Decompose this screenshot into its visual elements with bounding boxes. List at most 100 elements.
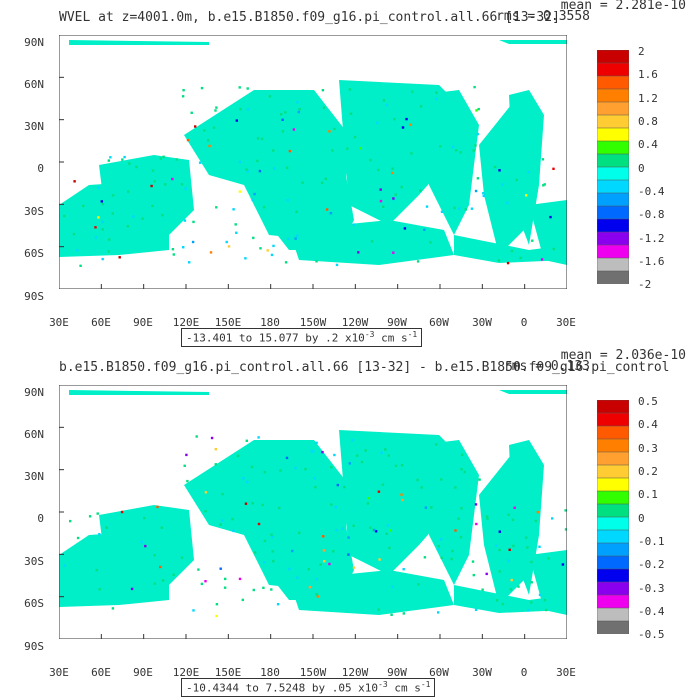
anomaly-cell xyxy=(498,548,501,552)
colorbar-swatch xyxy=(597,477,629,492)
anomaly-cell xyxy=(244,257,247,260)
anomaly-cell xyxy=(297,110,300,114)
anomaly-cell xyxy=(437,545,440,548)
colorbar-label: 0.3 xyxy=(638,442,658,455)
cell-anomalies xyxy=(63,85,555,267)
colorbar-label: 0.1 xyxy=(638,488,658,501)
anomaly-cell xyxy=(105,526,108,529)
colorbar-swatch xyxy=(597,101,629,116)
anomaly-cell xyxy=(459,535,463,539)
anomaly-cell xyxy=(72,232,76,236)
anomaly-cell xyxy=(411,90,414,93)
anomaly-cell xyxy=(96,512,99,515)
anomaly-cell xyxy=(100,200,103,203)
colorbar-swatch xyxy=(597,555,629,570)
anomaly-cell xyxy=(180,556,184,559)
anomaly-cell xyxy=(435,97,438,101)
colorbar-label: 1.2 xyxy=(638,92,658,105)
colorbar-swatch xyxy=(597,594,629,609)
ocean-basin xyxy=(289,570,454,615)
anomaly-cell xyxy=(63,564,67,567)
anomaly-cell xyxy=(180,183,184,186)
anomaly-cell xyxy=(308,586,312,589)
anomaly-cell xyxy=(454,486,457,489)
colorbar-swatch xyxy=(597,451,629,466)
colorbar-swatch xyxy=(597,244,629,259)
anomaly-cell xyxy=(475,109,478,112)
anomaly-cell xyxy=(156,505,159,509)
anomaly-cell xyxy=(515,178,518,182)
anomaly-cell xyxy=(107,159,110,162)
anomaly-cell xyxy=(333,127,336,131)
anomaly-cell xyxy=(391,171,394,175)
anomaly-cell xyxy=(423,228,426,231)
anomaly-cell xyxy=(204,510,207,513)
anomaly-cell xyxy=(369,526,372,529)
anomaly-cell xyxy=(335,263,339,267)
anomaly-cell xyxy=(204,491,208,494)
anomaly-cell xyxy=(457,207,461,210)
anomaly-cell xyxy=(153,554,156,557)
anomaly-cell xyxy=(159,565,162,569)
anomaly-cell xyxy=(419,105,423,108)
colorbar-swatch xyxy=(597,114,629,129)
anomaly-cell xyxy=(544,608,548,612)
colorbar-label: 2 xyxy=(638,45,645,58)
colorbar-swatch xyxy=(597,127,629,142)
anomaly-cell xyxy=(175,158,178,161)
anomaly-cell xyxy=(252,588,255,592)
anomaly-cell xyxy=(369,158,372,162)
mean-stat: mean = 2.281e-10 xyxy=(560,0,686,13)
anomaly-cell xyxy=(551,517,554,520)
anomaly-cell xyxy=(453,206,456,210)
lat-tick-label: 60S xyxy=(24,597,44,610)
anomaly-cell xyxy=(508,548,511,551)
anomaly-cell xyxy=(391,585,394,588)
anomaly-cell xyxy=(541,158,545,161)
anomaly-cell xyxy=(517,585,520,588)
anomaly-cell xyxy=(251,198,254,202)
anomaly-cell xyxy=(98,588,101,591)
colorbar-swatch xyxy=(597,581,629,596)
ocean-basin xyxy=(529,200,567,265)
anomaly-cell xyxy=(210,436,214,440)
anomaly-cell xyxy=(161,214,164,217)
anomaly-cell xyxy=(498,570,501,573)
anomaly-cell xyxy=(423,556,427,559)
anomaly-cell xyxy=(232,208,235,211)
anomaly-cell xyxy=(263,539,267,543)
anomaly-cell xyxy=(401,498,404,502)
colorbar-swatch xyxy=(597,75,629,90)
anomaly-cell xyxy=(271,535,274,539)
colorbar-swatch xyxy=(597,153,629,168)
mean-stat: mean = 2.036e-10 xyxy=(560,348,686,363)
colorbar-swatch xyxy=(597,529,629,544)
lat-tick-label: 30N xyxy=(24,470,44,483)
anomaly-cell xyxy=(513,506,516,509)
lon-tick-label: 120E xyxy=(172,316,200,329)
anomaly-cell xyxy=(374,530,378,533)
colorbar-swatch xyxy=(597,62,629,77)
anomaly-cell xyxy=(215,106,218,109)
anomaly-cell xyxy=(260,137,264,141)
colorbar-swatch xyxy=(597,205,629,220)
lat-tick-label: 60N xyxy=(24,78,44,91)
colorbar-swatch xyxy=(597,516,629,531)
anomaly-cell xyxy=(245,439,248,442)
anomaly-cell xyxy=(76,249,79,252)
anomaly-cell xyxy=(486,517,489,520)
anomaly-cell xyxy=(393,118,396,121)
anomaly-cell xyxy=(153,582,156,585)
anomaly-cell xyxy=(288,149,292,153)
anomaly-cell xyxy=(235,119,238,122)
anomaly-cell xyxy=(376,121,379,125)
anomaly-cell xyxy=(440,210,444,213)
range-exponent: -3 xyxy=(364,330,375,339)
anomaly-cell xyxy=(540,258,544,261)
anomaly-cell xyxy=(382,99,386,102)
anomaly-cell xyxy=(298,108,301,111)
anomaly-cell xyxy=(296,101,299,104)
anomaly-cell xyxy=(246,108,250,111)
colorbar-label: 0 xyxy=(638,512,645,525)
colorbar-swatch xyxy=(597,503,629,518)
